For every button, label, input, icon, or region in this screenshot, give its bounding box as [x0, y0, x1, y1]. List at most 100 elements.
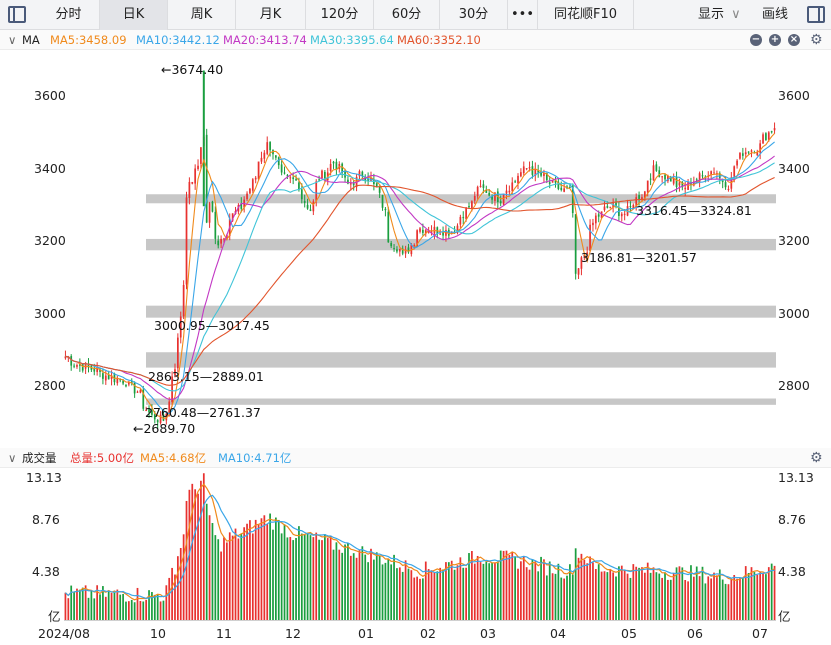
candle-body — [750, 150, 753, 152]
candle-body — [439, 233, 442, 235]
ma30-value: MA30:3395.64 — [310, 33, 394, 47]
volume-bar — [303, 534, 306, 620]
volume-bar — [701, 566, 704, 620]
tab-monthly-k[interactable]: 月K — [236, 0, 306, 30]
candle-body — [182, 284, 185, 317]
ma60-value: MA60:3352.10 — [397, 33, 481, 47]
volume-ma10-line — [64, 494, 775, 600]
volume-bar — [520, 561, 522, 620]
candle-body — [770, 131, 773, 133]
tab-120min[interactable]: 120分 — [306, 0, 374, 30]
volume-bar — [312, 537, 315, 620]
candle-body — [496, 191, 499, 203]
candle-body — [756, 152, 759, 156]
volume-indicator-name[interactable]: 成交量 — [22, 451, 57, 465]
candle-body — [643, 191, 646, 199]
volume-bar — [698, 576, 701, 620]
volume-bar — [551, 573, 554, 620]
settings-gear-icon[interactable]: ⚙ — [810, 450, 823, 466]
tab-f10[interactable]: 同花顺F10 — [538, 0, 634, 30]
candle-body — [453, 231, 456, 233]
price-tick-right: 3000 — [778, 306, 810, 321]
volume-bar — [125, 601, 127, 620]
volume-bar — [646, 562, 649, 620]
volume-bar — [93, 598, 96, 620]
volume-bar — [237, 538, 240, 620]
volume-bar — [127, 601, 130, 620]
ma-indicator-header: ∨ MA MA5:3458.09 MA10:3442.12 MA20:3413.… — [0, 30, 831, 50]
volume-bar — [456, 565, 459, 620]
volume-bar — [300, 533, 303, 620]
volume-bar — [615, 576, 617, 620]
volume-bar — [563, 578, 565, 620]
volume-bar — [246, 523, 248, 620]
candle-body — [574, 214, 577, 274]
candle-body — [551, 180, 554, 183]
ma-indicator-name[interactable]: MA — [22, 33, 40, 47]
close-icon[interactable]: × — [788, 34, 800, 46]
draw-line-button[interactable]: 画线 — [762, 7, 789, 22]
volume-bar — [571, 574, 574, 620]
volume-bar — [545, 575, 548, 620]
volume-bar — [430, 570, 433, 620]
candle-body — [733, 166, 736, 177]
volume-bar — [410, 570, 413, 620]
volume-bar — [612, 572, 614, 620]
tab-30min[interactable]: 30分 — [440, 0, 508, 30]
volume-bar — [502, 550, 505, 620]
candle-body — [445, 229, 447, 236]
candle-body — [692, 181, 695, 186]
volume-tick-right: 8.76 — [778, 512, 806, 527]
tab-weekly-k[interactable]: 周K — [168, 0, 236, 30]
volume-bar — [692, 576, 695, 620]
candle-body — [620, 213, 623, 217]
collapse-chevron-icon[interactable]: ∨ — [8, 33, 17, 47]
volume-bar — [122, 594, 124, 620]
candle-body — [473, 195, 476, 201]
candle-body — [704, 176, 707, 178]
candle-body — [67, 357, 70, 359]
candle-body — [482, 184, 485, 188]
tab-60min[interactable]: 60分 — [374, 0, 440, 30]
tab-daily-k[interactable]: 日K — [100, 0, 168, 30]
candle-body — [188, 181, 191, 198]
settings-gear-icon[interactable]: ⚙ — [810, 32, 823, 48]
volume-bar — [309, 535, 312, 620]
candle-body — [231, 213, 234, 221]
volume-bar — [482, 563, 485, 620]
volume-bar — [148, 590, 150, 620]
collapse-chevron-icon[interactable]: ∨ — [8, 451, 17, 465]
candle-body — [321, 170, 323, 178]
volume-bar — [453, 569, 456, 620]
candle-body — [113, 373, 116, 383]
volume-bar — [102, 586, 104, 620]
volume-bar — [384, 562, 387, 620]
volume-bar — [424, 561, 427, 620]
volume-bar — [373, 559, 375, 620]
date-label: 11 — [216, 626, 232, 641]
volume-bar — [217, 539, 220, 620]
volume-bar — [667, 579, 669, 620]
candle-body — [398, 248, 401, 252]
panel-toggle-icon[interactable] — [807, 6, 825, 23]
candle-body — [176, 337, 179, 369]
candle-body — [99, 369, 101, 372]
display-menu[interactable]: 显示 ∨ — [698, 0, 741, 30]
candle-body — [130, 381, 133, 384]
gap-band — [146, 238, 776, 251]
candle-body — [603, 206, 606, 211]
candle-body — [375, 183, 378, 187]
more-periods-icon[interactable]: ••• — [508, 0, 538, 30]
plus-icon[interactable]: + — [769, 34, 781, 46]
minus-icon[interactable]: − — [750, 34, 762, 46]
volume-bar — [675, 567, 678, 620]
tab-intraday[interactable]: 分时 — [38, 0, 100, 30]
candle-body — [615, 202, 617, 207]
candle-body — [658, 170, 661, 177]
sidebar-toggle-icon[interactable] — [8, 6, 26, 23]
candle-body — [537, 170, 540, 173]
candle-body — [223, 238, 225, 240]
candle-body — [243, 199, 246, 208]
volume-bar — [197, 493, 199, 620]
